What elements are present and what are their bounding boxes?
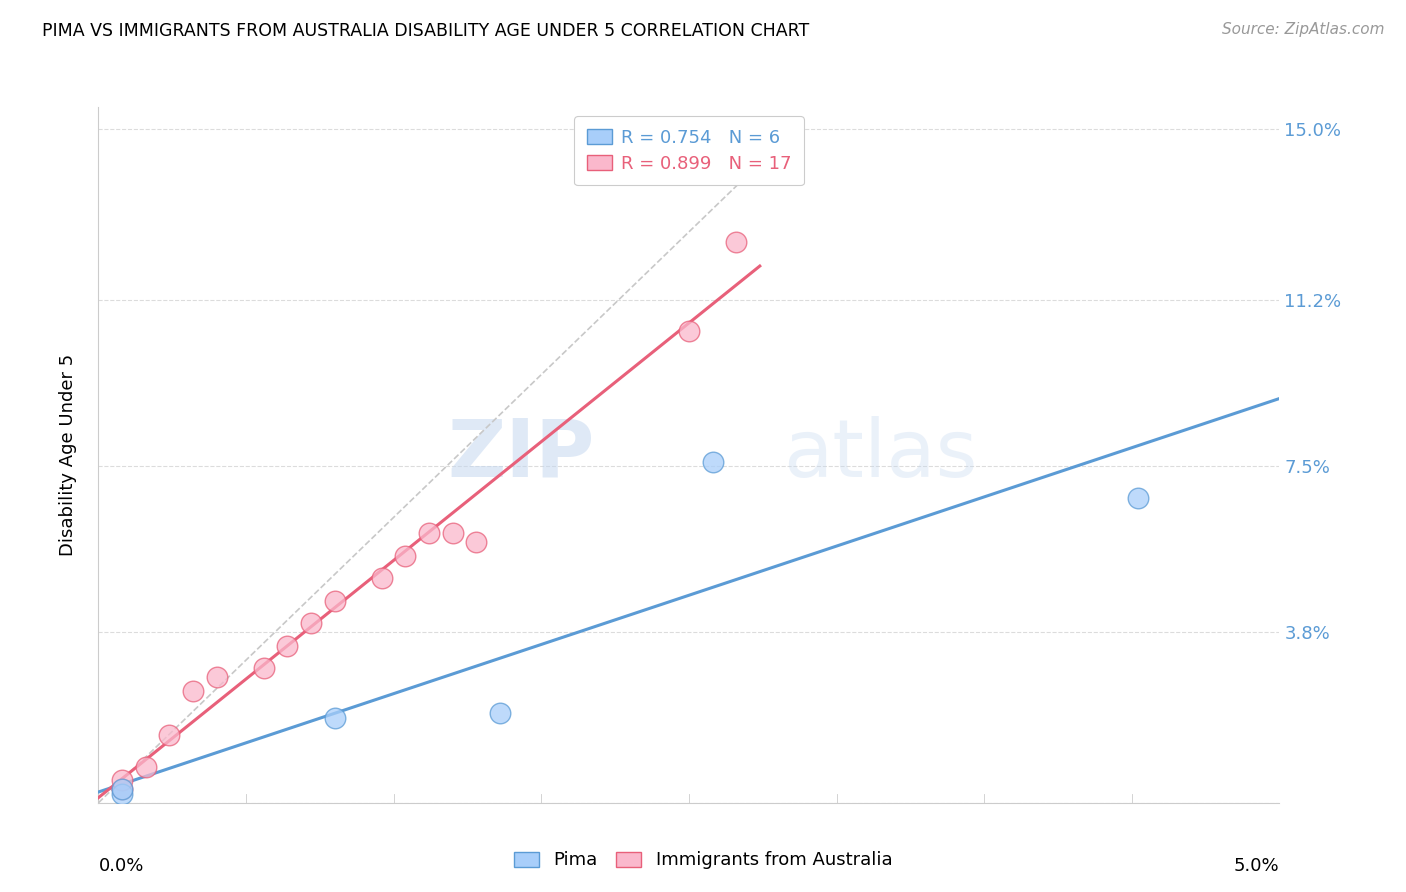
Point bbox=[111, 782, 134, 797]
Point bbox=[323, 710, 346, 724]
Text: 0.0%: 0.0% bbox=[98, 856, 143, 875]
Point bbox=[702, 455, 724, 469]
Text: 5.0%: 5.0% bbox=[1234, 856, 1279, 875]
Point bbox=[394, 549, 416, 563]
Legend: Pima, Immigrants from Australia: Pima, Immigrants from Australia bbox=[505, 842, 901, 879]
Point bbox=[111, 773, 134, 788]
Point bbox=[418, 526, 440, 541]
Point bbox=[441, 526, 464, 541]
Point bbox=[276, 639, 298, 653]
Point bbox=[1126, 491, 1149, 505]
Point bbox=[135, 760, 157, 774]
Point bbox=[253, 661, 276, 675]
Point bbox=[489, 706, 512, 720]
Point bbox=[465, 535, 488, 549]
Point bbox=[111, 787, 134, 801]
Point bbox=[678, 325, 700, 339]
Point bbox=[157, 729, 180, 743]
Point bbox=[371, 571, 394, 585]
Text: atlas: atlas bbox=[783, 416, 977, 494]
Y-axis label: Disability Age Under 5: Disability Age Under 5 bbox=[59, 354, 77, 556]
Point bbox=[299, 616, 322, 631]
Text: Source: ZipAtlas.com: Source: ZipAtlas.com bbox=[1222, 22, 1385, 37]
Legend: R = 0.754   N = 6, R = 0.899   N = 17: R = 0.754 N = 6, R = 0.899 N = 17 bbox=[574, 116, 804, 186]
Text: PIMA VS IMMIGRANTS FROM AUSTRALIA DISABILITY AGE UNDER 5 CORRELATION CHART: PIMA VS IMMIGRANTS FROM AUSTRALIA DISABI… bbox=[42, 22, 810, 40]
Point bbox=[205, 670, 228, 684]
Point bbox=[111, 782, 134, 797]
Point bbox=[725, 235, 748, 249]
Point bbox=[181, 683, 204, 698]
Text: ZIP: ZIP bbox=[447, 416, 595, 494]
Point bbox=[323, 594, 346, 608]
